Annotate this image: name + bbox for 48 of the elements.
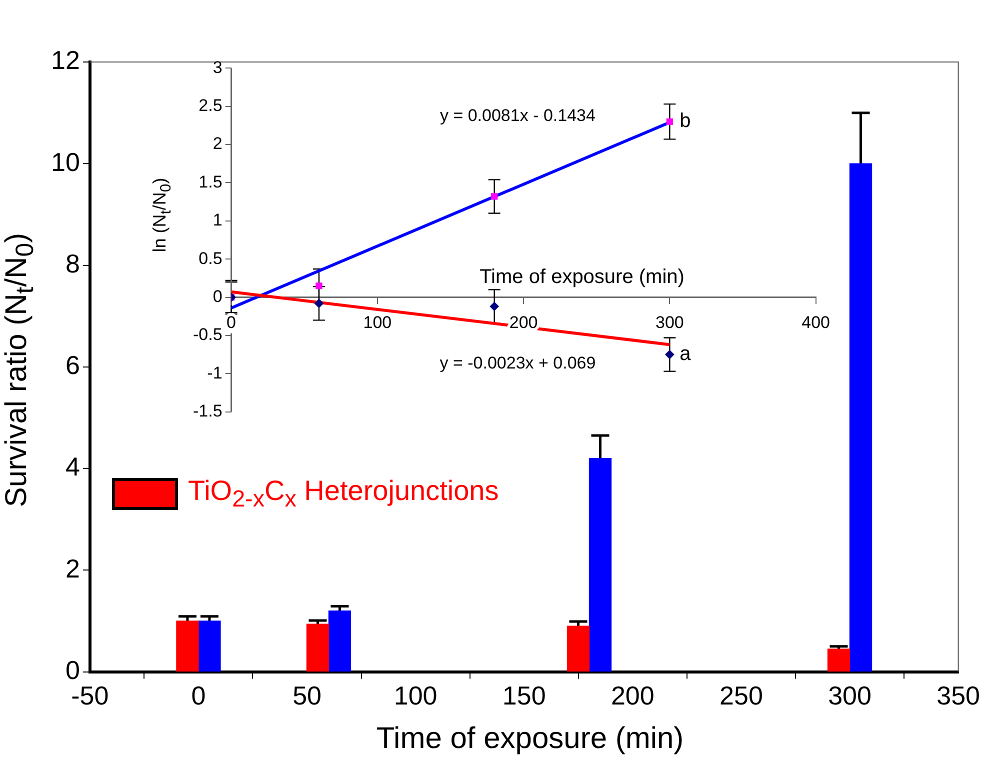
x-tick-label: 350 bbox=[936, 680, 980, 711]
x-tick-label: 100 bbox=[363, 313, 392, 332]
bar bbox=[566, 626, 590, 672]
annotation: y = -0.0023x + 0.069 bbox=[440, 353, 596, 372]
y-tick-label: 2 bbox=[65, 553, 80, 584]
y-tick-label: 1 bbox=[212, 210, 222, 230]
bar bbox=[328, 610, 352, 672]
y-tick-label: 8 bbox=[65, 248, 80, 278]
y-tick-label: 2.5 bbox=[198, 96, 222, 116]
point bbox=[490, 302, 499, 311]
point bbox=[316, 282, 322, 290]
x-tick-label: 250 bbox=[720, 680, 763, 711]
y-tick-label: 10 bbox=[51, 146, 80, 177]
bar bbox=[849, 163, 872, 672]
x-tick-label: 0 bbox=[226, 313, 236, 332]
y-tick-label: -1 bbox=[207, 363, 222, 382]
bar bbox=[827, 648, 850, 672]
legend-label: TiO$_{2-x}$C$_{x}$ Heterojunctions bbox=[188, 475, 499, 513]
y-tick-label: 0.5 bbox=[198, 248, 222, 268]
series-label: a bbox=[680, 343, 692, 366]
bar bbox=[588, 458, 612, 672]
y-tick-label: 3 bbox=[212, 58, 222, 77]
x-tick-label: 300 bbox=[828, 680, 872, 711]
point bbox=[665, 350, 674, 360]
bar bbox=[176, 620, 199, 672]
point bbox=[314, 298, 324, 308]
x-tick-label: 50 bbox=[292, 680, 322, 711]
x-tick-label: 150 bbox=[502, 680, 546, 711]
x-tick-label: 200 bbox=[610, 680, 654, 711]
series-label: b bbox=[680, 110, 691, 132]
point bbox=[666, 118, 674, 125]
point bbox=[491, 193, 498, 200]
y-tick-label: 12 bbox=[51, 45, 80, 76]
x-tick-label: 100 bbox=[394, 680, 438, 711]
annotation: y = 0.0081x - 0.1434 bbox=[440, 106, 596, 125]
y-tick-label: 6 bbox=[65, 350, 80, 380]
y-tick-label: -0.5 bbox=[192, 325, 222, 344]
y-tick-label: 0 bbox=[212, 286, 222, 306]
y-tick-label: -1.5 bbox=[192, 401, 222, 420]
bar bbox=[306, 624, 330, 672]
bar bbox=[198, 620, 221, 672]
y-tick-label: 1.5 bbox=[198, 172, 222, 192]
y-tick-label: 4 bbox=[65, 452, 80, 482]
x-tick-label: 400 bbox=[802, 313, 830, 332]
y-tick-label: 2 bbox=[212, 134, 222, 154]
x-tick-label: 300 bbox=[656, 313, 684, 332]
x-axis-title: Time of exposure (min) bbox=[375, 722, 685, 756]
x-axis-title: Time of exposure (min) bbox=[480, 266, 684, 288]
